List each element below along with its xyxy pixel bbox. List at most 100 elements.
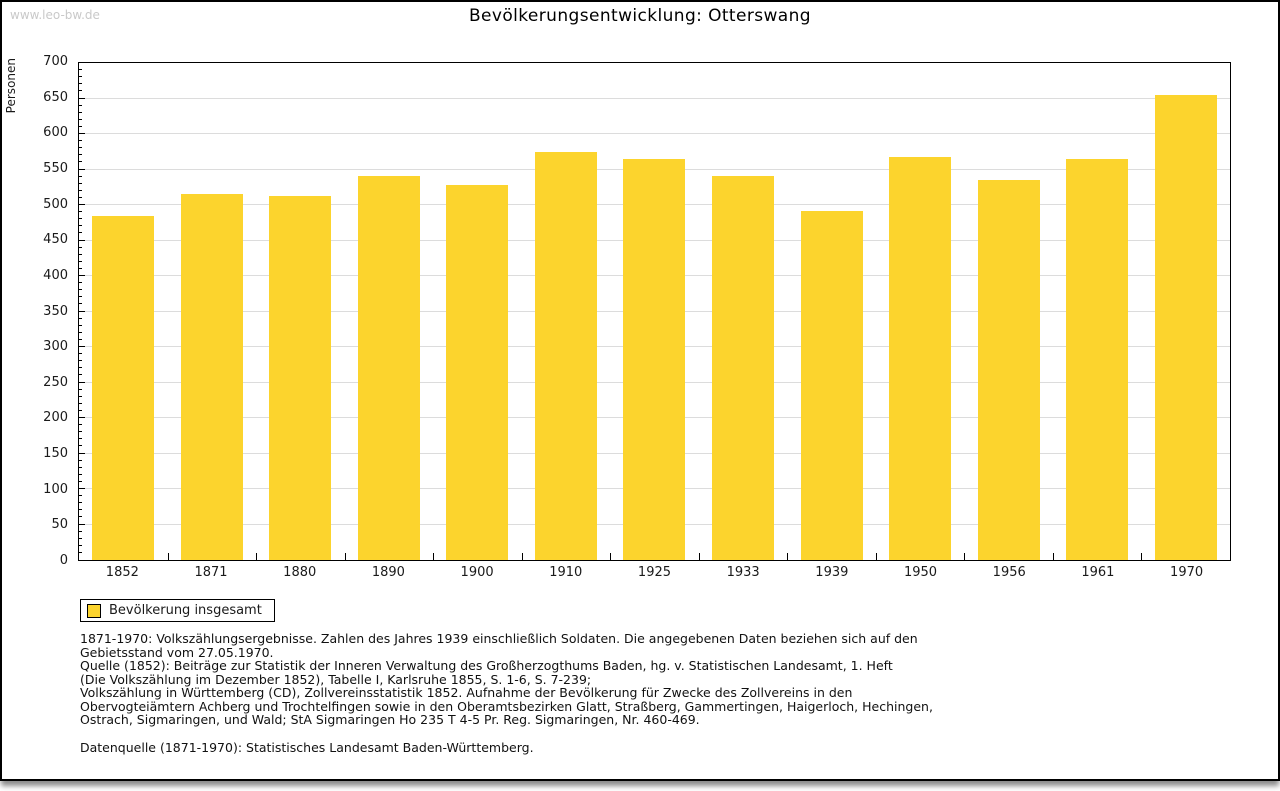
y-axis-tick [79, 530, 82, 532]
bar-slot [787, 63, 876, 560]
y-axis-tick [79, 473, 82, 475]
y-axis-tick [79, 509, 82, 511]
y-axis-tick [79, 267, 82, 269]
y-tick-label: 400 [43, 267, 68, 283]
y-tick-label: 0 [59, 553, 68, 568]
x-tick-label: 1890 [371, 565, 405, 580]
y-axis-tick [79, 182, 82, 184]
bar-slot [1053, 63, 1142, 560]
y-tick-label: 150 [43, 446, 68, 462]
y-axis-tick [79, 409, 82, 411]
y-axis-tick [79, 246, 82, 248]
datasource-note: Datenquelle (1871-1970): Statistisches L… [80, 739, 534, 755]
x-axis-tick [256, 553, 258, 560]
y-axis-tick [79, 296, 82, 298]
y-axis-tick [79, 324, 82, 326]
y-tick-label: 50 [51, 517, 68, 533]
source-note-line: Gebietsstand vom 27.05.1970. [80, 644, 274, 660]
bar-slot [79, 63, 168, 560]
y-axis-tick [79, 360, 82, 362]
legend: Bevölkerung insgesamt [80, 599, 275, 622]
x-axis-tick [433, 553, 435, 560]
y-axis-tick [79, 310, 85, 312]
x-axis-tick [875, 553, 877, 560]
y-axis-tick [79, 374, 82, 376]
bar-1956 [977, 180, 1040, 560]
y-axis-tick [79, 275, 85, 276]
bar-slot [345, 63, 434, 560]
bar-1900 [446, 185, 509, 560]
x-tick-label: 1950 [903, 565, 938, 580]
y-axis-tick [79, 523, 85, 525]
y-axis-tick [79, 516, 82, 518]
x-tick-label: 1925 [637, 565, 672, 580]
y-tick-label: 700 [43, 54, 68, 69]
y-axis-tick [79, 83, 82, 85]
source-note-line: Obervogteiämtern Achberg und Trochtelfin… [80, 698, 933, 714]
source-notes: 1871-1970: Volkszählungsergebnisse. Zahl… [80, 632, 1200, 754]
bar-1871 [180, 193, 243, 560]
y-tick-label: 100 [43, 481, 68, 497]
y-axis-tick [79, 218, 82, 220]
y-axis-tick [79, 175, 82, 177]
bar-slot [168, 63, 257, 560]
y-axis-tick [79, 204, 85, 205]
bar-1910 [534, 151, 597, 560]
y-axis-tick [79, 466, 82, 468]
x-axis-tick [787, 553, 789, 560]
bar-slot [1141, 63, 1230, 560]
bar-1852 [92, 215, 155, 560]
y-tick-label: 650 [43, 89, 68, 105]
y-axis-tick [79, 260, 82, 262]
x-tick-label: 1961 [1081, 565, 1115, 580]
x-tick-label: 1939 [815, 565, 849, 580]
bar-1961 [1066, 158, 1129, 560]
bar-slot [699, 63, 788, 560]
y-axis-tick [79, 431, 82, 433]
bar-1939 [800, 211, 863, 560]
y-tick-label: 500 [43, 196, 68, 212]
y-axis-tick [79, 495, 82, 497]
y-axis-tick [79, 196, 82, 198]
y-axis-tick [79, 395, 82, 397]
y-axis-tick [79, 544, 82, 546]
bar-1933 [711, 175, 774, 560]
y-axis-tick [79, 189, 82, 191]
y-axis-tick [79, 154, 82, 156]
y-axis-tick [79, 346, 85, 347]
y-axis-tick [79, 338, 82, 340]
source-note-line: Quelle (1852): Beiträge zur Statistik de… [80, 658, 893, 673]
y-axis-tick [79, 133, 85, 134]
x-tick-label: 1880 [283, 565, 317, 580]
y-axis-tick [79, 317, 82, 319]
x-axis-tick [167, 553, 169, 560]
y-axis-tick [79, 140, 82, 142]
y-axis-tick [79, 289, 82, 291]
bar-1880 [269, 196, 332, 560]
y-axis-tick [79, 353, 82, 355]
bar-slot [610, 63, 699, 560]
y-axis-tick [79, 168, 85, 170]
y-tick-label: 600 [43, 125, 68, 141]
y-axis-tick [79, 104, 82, 106]
bar-1890 [357, 175, 420, 560]
x-axis-tick [964, 553, 966, 560]
y-axis-tick [79, 381, 85, 383]
source-note-line: 1871-1970: Volkszählungsergebnisse. Zahl… [80, 631, 918, 646]
x-axis-tick [1052, 553, 1054, 560]
bar-1925 [623, 158, 686, 560]
y-axis-tick [79, 452, 85, 454]
y-axis-tick [79, 282, 82, 284]
y-axis-tick [79, 502, 82, 504]
x-axis-tick [344, 553, 346, 560]
y-tick-label: 250 [43, 374, 68, 390]
y-tick-label: 300 [43, 339, 68, 355]
y-axis-tick [79, 417, 85, 418]
x-tick-label: 1852 [105, 565, 139, 580]
y-axis-tick [79, 225, 82, 227]
y-axis-tick [79, 537, 82, 539]
gridline [79, 133, 1230, 134]
bar-slot [256, 63, 345, 560]
y-axis-tick [79, 480, 82, 482]
y-axis-tick [79, 459, 82, 461]
